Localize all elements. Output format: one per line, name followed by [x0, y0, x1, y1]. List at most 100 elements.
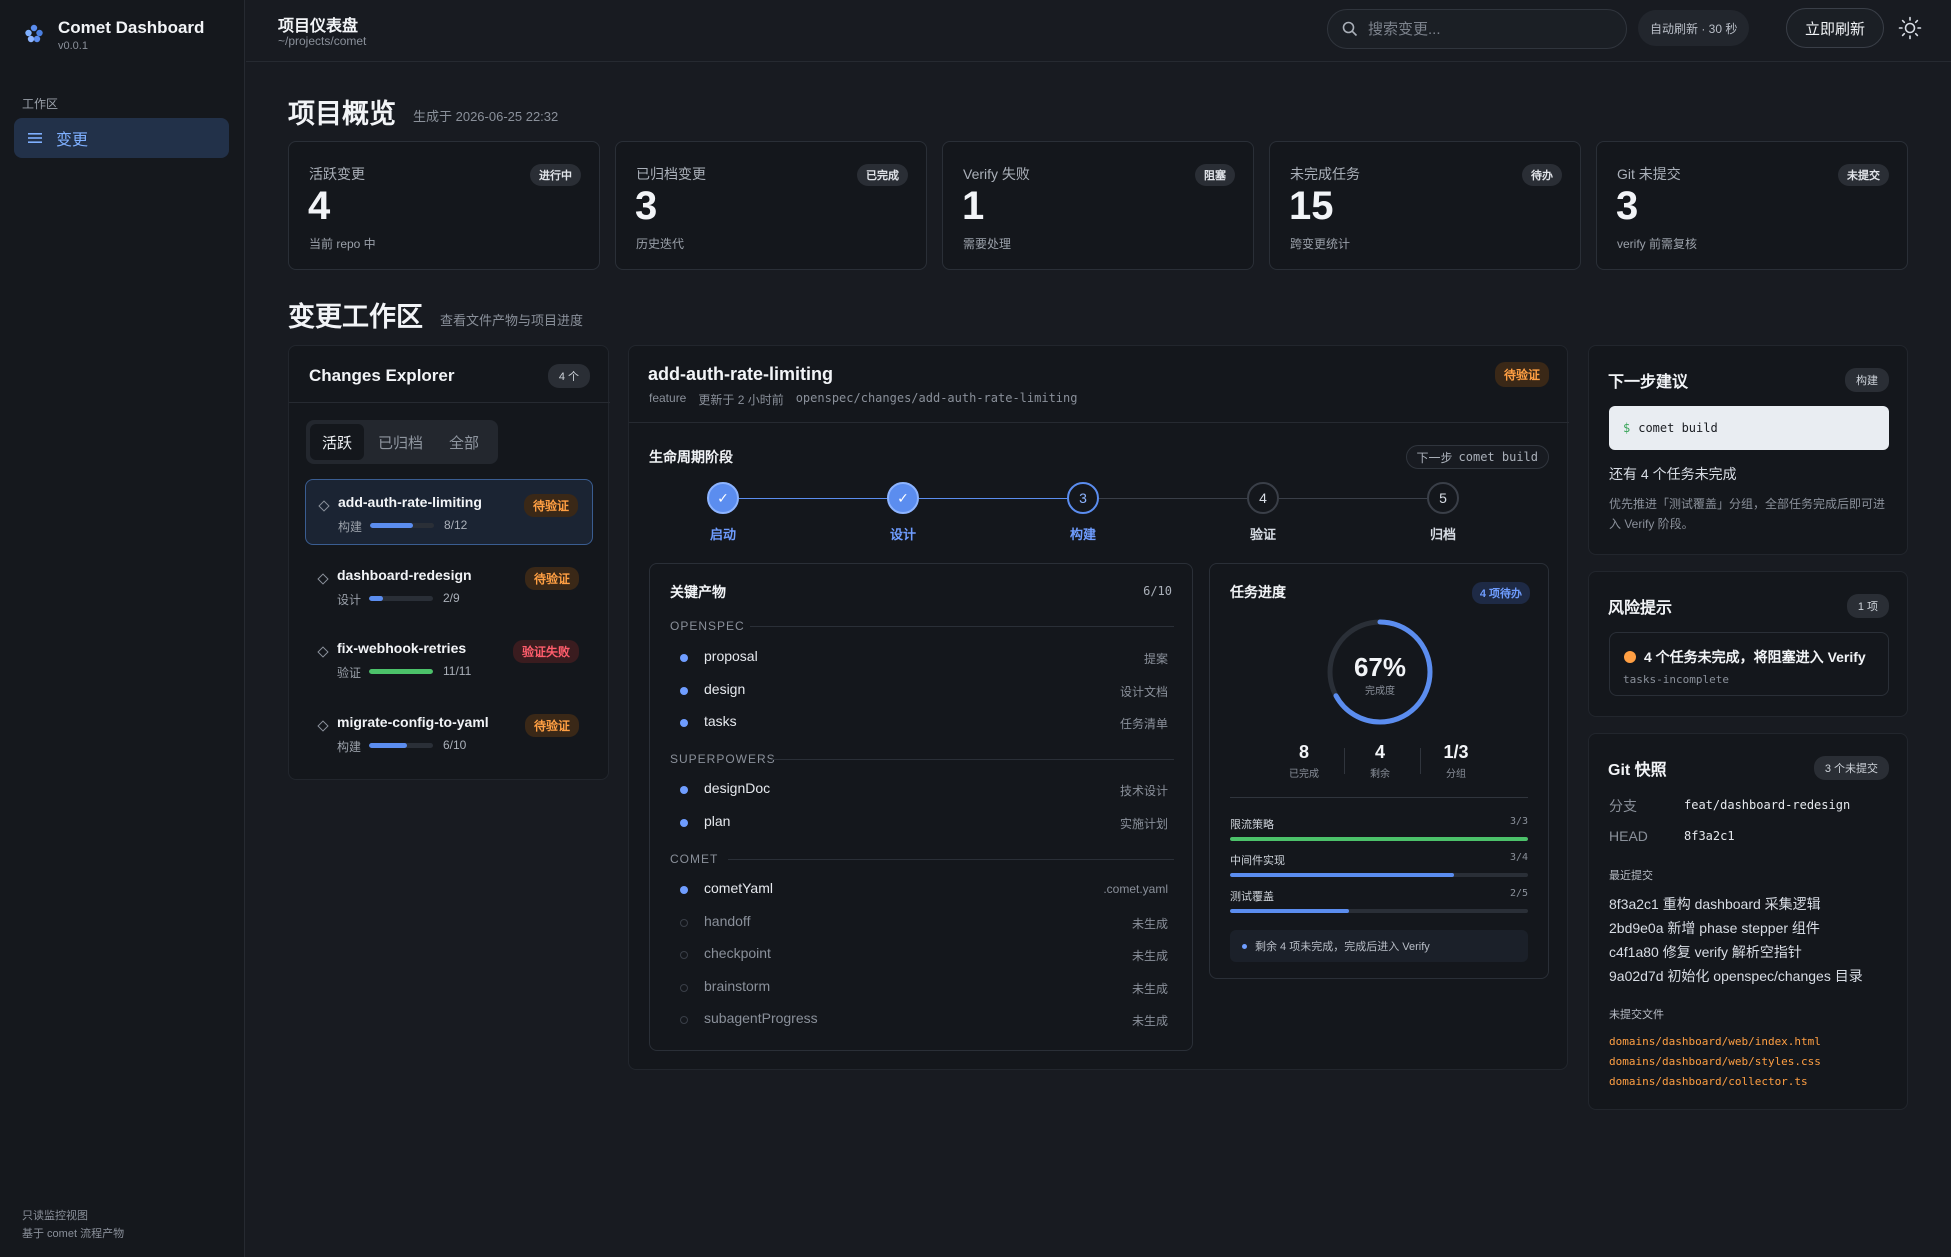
artifact-row[interactable]: cometYaml .comet.yaml — [680, 880, 1168, 902]
lifecycle-title: 生命周期阶段 — [649, 449, 733, 465]
artifact-desc: 未生成 — [1131, 982, 1168, 996]
explorer-tabs: 活跃 已归档 全部 — [306, 420, 498, 464]
phase-step: 3 构建 — [1038, 482, 1128, 543]
status-badge: 待办 — [1522, 164, 1562, 186]
progress-fill — [369, 596, 384, 601]
artifact-desc: 未生成 — [1131, 1014, 1168, 1028]
task-group-count: 3/3 — [1509, 816, 1528, 827]
artifact-row[interactable]: designDoc 技术设计 — [680, 780, 1168, 802]
warning-dot-icon — [1624, 651, 1636, 663]
ring-fill — [1327, 619, 1433, 725]
tasks-groups-label: 分组 — [1446, 769, 1466, 780]
artifact-name: checkpoint — [704, 945, 771, 961]
progress-count: 2/9 — [443, 591, 460, 605]
phase-step: ✓ 启动 — [678, 482, 768, 543]
command-text: comet build — [1638, 421, 1718, 435]
progress-fill — [1230, 837, 1528, 841]
stat-value: 3 — [635, 184, 658, 228]
stat-card-open-tasks: 未完成任务 待办 15 跨变更统计 — [1269, 141, 1581, 270]
sun-icon[interactable] — [1898, 16, 1922, 40]
project-path: ~/projects/comet — [278, 34, 367, 48]
artifact-row[interactable]: tasks 任务清单 — [680, 713, 1168, 735]
risk-item[interactable]: 4 个任务未完成，将阻塞进入 Verify tasks-incomplete — [1609, 632, 1889, 696]
change-path: openspec/changes/add-auth-rate-limiting — [795, 391, 1078, 405]
artifact-dot — [680, 886, 688, 894]
progress-bar — [369, 669, 433, 674]
change-title: add-auth-rate-limiting — [648, 364, 833, 384]
change-item[interactable]: migrate-config-to-yaml 待验证 构建 6/10 — [305, 700, 593, 766]
artifact-row[interactable]: design 设计文档 — [680, 681, 1168, 703]
search-input[interactable] — [1368, 20, 1598, 38]
tasks-done-value: 8 — [1298, 742, 1309, 762]
stat-value: 4 — [308, 184, 331, 228]
progress-bar — [369, 596, 433, 601]
refresh-button[interactable]: 立即刷新 — [1786, 8, 1884, 48]
step-number: 4 — [1247, 482, 1279, 514]
diamond-icon — [318, 500, 330, 512]
change-item[interactable]: dashboard-redesign 待验证 设计 2/9 — [305, 553, 593, 619]
artifact-name: plan — [704, 813, 731, 829]
artifact-desc: .comet.yaml — [1103, 882, 1168, 896]
sidebar-item-changes[interactable]: 变更 — [14, 118, 229, 158]
change-item[interactable]: fix-webhook-retries 验证失败 验证 11/11 — [305, 626, 593, 692]
stat-sub: verify 前需复核 — [1617, 237, 1698, 251]
change-phase: 验证 — [337, 666, 362, 680]
command-block[interactable]: $ comet build — [1609, 406, 1889, 450]
artifact-row[interactable]: checkpoint 未生成 — [680, 945, 1168, 967]
progress-bar — [1230, 837, 1528, 841]
tab-active[interactable]: 活跃 — [310, 424, 365, 460]
step-label: 设计 — [889, 527, 916, 542]
task-group-label: 限流策略 — [1230, 819, 1274, 831]
tasks-note-text: 剩余 4 项未完成，完成后进入 Verify — [1255, 941, 1430, 953]
commit-item: 8f3a2c1 重构 dashboard 采集逻辑 — [1609, 896, 1821, 912]
artifact-name: designDoc — [704, 780, 771, 796]
tab-all[interactable]: 全部 — [449, 434, 480, 452]
artifact-row[interactable]: subagentProgress 未生成 — [680, 1010, 1168, 1032]
artifact-row[interactable]: plan 实施计划 — [680, 813, 1168, 835]
artifact-desc: 未生成 — [1131, 917, 1168, 931]
change-item[interactable]: add-auth-rate-limiting 待验证 构建 8/12 — [305, 479, 593, 545]
stat-label: Git 未提交 — [1617, 166, 1681, 182]
artifact-desc: 未生成 — [1131, 949, 1168, 963]
tasks-remaining: 4 剩余 — [1350, 742, 1410, 780]
divider — [1344, 748, 1345, 774]
commit-item: 9a02d7d 初始化 openspec/changes 目录 — [1609, 968, 1863, 984]
step-connector — [1099, 498, 1247, 499]
artifact-dot — [680, 687, 688, 695]
tab-archived[interactable]: 已归档 — [378, 434, 424, 452]
next-step-pill: 下一步 comet build — [1405, 445, 1549, 469]
git-panel: Git 快照 3 个未提交 分支 feat/dashboard-redesign… — [1588, 733, 1908, 1110]
brand-title: Comet Dashboard — [58, 18, 205, 37]
divider — [1230, 797, 1528, 798]
diamond-icon — [317, 573, 329, 585]
artifact-desc: 提案 — [1143, 652, 1168, 666]
change-updated: 更新于 2 小时前 — [698, 393, 784, 407]
artifact-desc: 任务清单 — [1119, 717, 1168, 731]
git-title: Git 快照 — [1608, 762, 1667, 779]
change-phase: 构建 — [338, 520, 363, 534]
artifact-row[interactable]: brainstorm 未生成 — [680, 978, 1168, 1000]
search-box[interactable] — [1327, 9, 1627, 49]
stat-value: 3 — [1616, 184, 1639, 228]
artifact-name: handoff — [704, 913, 751, 929]
overview-title: 项目概览 — [288, 99, 396, 129]
status-badge: 已完成 — [857, 164, 908, 186]
tasks-groups-value: 1/3 — [1443, 742, 1469, 762]
task-group-progress: 测试覆盖 2/5 — [1230, 888, 1528, 913]
artifact-desc: 实施计划 — [1119, 817, 1168, 831]
brand: Comet Dashboard v0.0.1 — [22, 18, 204, 52]
artifact-row[interactable]: handoff 未生成 — [680, 913, 1168, 935]
artifact-dot — [680, 819, 688, 827]
sidebar: Comet Dashboard v0.0.1 工作区 变更 只读监控视图 基于 … — [0, 0, 245, 1257]
task-group-progress: 中间件实现 3/4 — [1230, 852, 1528, 877]
change-name: dashboard-redesign — [337, 567, 472, 583]
change-meta: feature 更新于 2 小时前 openspec/changes/add-a… — [649, 391, 1077, 408]
stat-sub: 需要处理 — [963, 237, 1012, 251]
progress-fill — [369, 743, 408, 748]
step-label: 验证 — [1249, 527, 1276, 542]
change-name: add-auth-rate-limiting — [338, 494, 482, 510]
stat-label: 已归档变更 — [636, 166, 706, 182]
artifact-row[interactable]: proposal 提案 — [680, 648, 1168, 670]
artifacts-title: 关键产物 — [670, 584, 726, 600]
commit-item: 2bd9e0a 新增 phase stepper 组件 — [1609, 920, 1820, 936]
